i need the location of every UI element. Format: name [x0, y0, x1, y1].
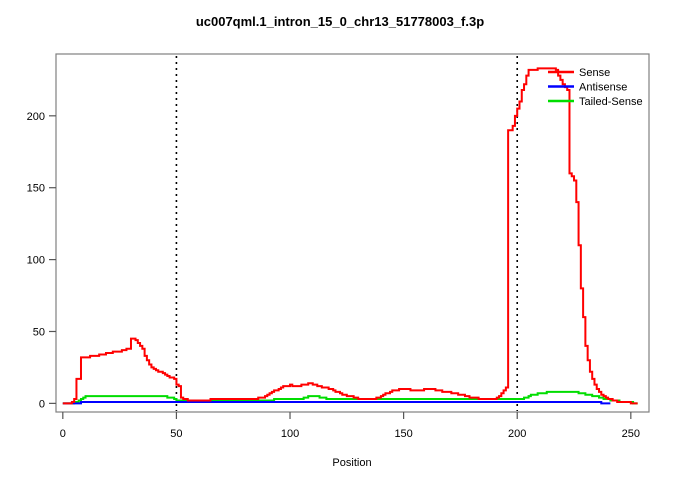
y-axis-ticks: [49, 115, 56, 404]
x-tick-label: 250: [622, 428, 640, 440]
x-tick-label: 100: [281, 428, 299, 440]
series-layer: [62, 67, 638, 405]
tick-labels: 0 50 100 150 200 250 0 50 100 150 200: [27, 111, 640, 440]
annotation-vlines: [175, 56, 519, 411]
page-title: uc007qml.1_intron_15_0_chr13_51778003_f.…: [195, 14, 485, 29]
x-tick-label: 50: [170, 428, 182, 440]
series-line-tailed-sense: [62, 390, 638, 405]
x-tick-label: 150: [394, 428, 412, 440]
y-tick-label: 150: [27, 183, 45, 195]
y-tick-label: 200: [27, 111, 45, 123]
x-tick-label: 200: [508, 428, 526, 440]
plot-frame: [55, 53, 650, 413]
x-tick-label: 0: [60, 428, 66, 440]
y-tick-label: 50: [33, 326, 45, 338]
x-axis-label: Position: [332, 457, 371, 469]
y-tick-label: 100: [27, 255, 45, 267]
plot-box: [55, 53, 650, 413]
legend-label-2: Tailed-Sense: [579, 96, 643, 108]
legend-label-1: Antisense: [579, 82, 627, 94]
legend: Sense Antisense Tailed-Sense: [548, 67, 643, 108]
series-line-sense: [62, 67, 638, 405]
y-tick-label: 0: [39, 398, 45, 410]
legend-label-0: Sense: [579, 67, 610, 79]
series-line-antisense: [62, 400, 611, 405]
x-axis-ticks: [62, 412, 632, 419]
